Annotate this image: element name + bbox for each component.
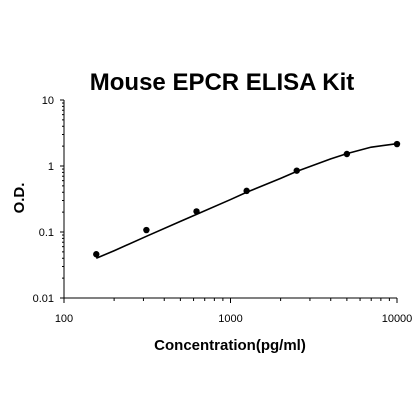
data-point — [243, 187, 250, 195]
x-tick-label: 100 — [55, 313, 73, 325]
data-point — [193, 208, 200, 215]
plot-area: 0.01 0.1 1 10 100 1000 10000 — [33, 95, 413, 325]
y-axis-label: O.D. — [11, 183, 28, 214]
data-point — [293, 167, 300, 174]
y-tick-label: 10 — [42, 95, 54, 107]
x-tick-label: 1000 — [218, 313, 242, 325]
data-point — [93, 251, 100, 258]
y-tick-label: 0.1 — [39, 227, 54, 239]
data-point — [143, 226, 150, 234]
data-point — [393, 140, 401, 148]
x-axis-label: Concentration(pg/ml) — [154, 337, 306, 354]
chart-title: Mouse EPCR ELISA Kit — [90, 69, 354, 96]
y-tick-label: 1 — [48, 161, 54, 173]
data-point — [343, 150, 351, 158]
x-tick-label: 10000 — [382, 313, 413, 325]
y-tick-label: 0.01 — [33, 293, 54, 305]
fit-curve-line — [95, 142, 398, 259]
